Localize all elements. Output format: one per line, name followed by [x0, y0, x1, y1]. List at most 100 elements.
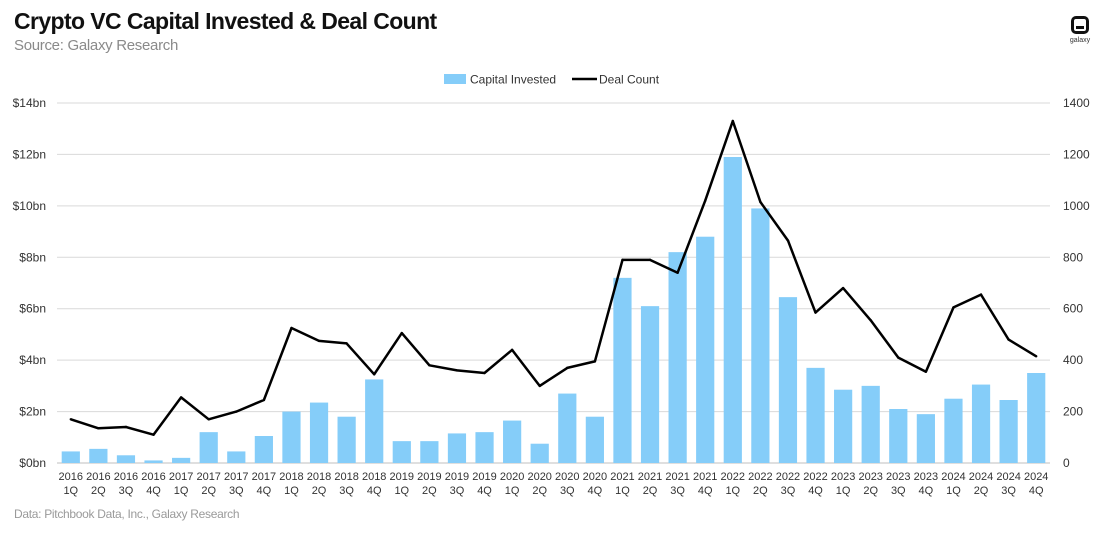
x-tick-quarter: 3Q — [781, 485, 796, 497]
deal-count-point — [317, 339, 321, 343]
x-tick-year: 2017 — [252, 471, 276, 483]
capital-invested-bar — [889, 409, 908, 463]
deal-count-point — [924, 370, 928, 373]
x-tick-year: 2021 — [665, 471, 689, 483]
deal-count-point — [373, 373, 376, 376]
y-right-tick-label: 400 — [1063, 353, 1083, 367]
x-tick-quarter: 3Q — [1001, 485, 1016, 497]
x-tick-quarter: 4Q — [257, 485, 272, 497]
x-tick-year: 2023 — [831, 471, 855, 483]
deal-count-point — [179, 396, 183, 399]
capital-invested-bar — [420, 441, 439, 463]
legend-label-capital-invested: Capital Invested — [470, 73, 556, 87]
x-tick-quarter: 3Q — [670, 485, 685, 497]
deal-count-point — [704, 199, 707, 202]
legend-swatch-capital-invested — [444, 74, 466, 84]
x-tick-quarter: 3Q — [560, 485, 575, 497]
chart-title: Crypto VC Capital Invested & Deal Count — [14, 8, 437, 34]
deal-count-point — [400, 331, 403, 335]
deal-count-point — [593, 360, 597, 363]
deal-count-point — [483, 371, 486, 375]
x-tick-quarter: 4Q — [698, 485, 713, 497]
x-tick-year: 2017 — [196, 471, 220, 483]
x-tick-year: 2023 — [886, 471, 910, 483]
x-tick-year: 2021 — [693, 471, 717, 483]
x-tick-year: 2022 — [748, 471, 772, 483]
y-left-tick-label: $2bn — [19, 405, 46, 419]
x-tick-year: 2020 — [583, 471, 607, 483]
capital-invested-bar — [971, 384, 991, 463]
x-tick-quarter: 1Q — [505, 485, 520, 497]
gridlines — [57, 102, 1050, 464]
capital-invested-bar — [365, 379, 384, 463]
x-tick-quarter: 1Q — [174, 485, 189, 497]
deal-count-point — [979, 293, 983, 296]
legend-label-deal-count: Deal Count — [599, 73, 660, 87]
y-left-tick-label: $6bn — [19, 302, 46, 316]
y-right-tick-label: 200 — [1063, 405, 1083, 419]
x-tick-quarter: 1Q — [836, 485, 851, 497]
x-tick-year: 2019 — [472, 471, 496, 483]
x-tick-quarter: 1Q — [725, 485, 740, 497]
x-tick-quarter: 4Q — [808, 485, 823, 497]
x-tick-quarter: 2Q — [532, 485, 547, 497]
y-left-tick-label: $10bn — [13, 199, 46, 213]
galaxy-logo-icon — [1071, 16, 1089, 34]
x-tick-year: 2020 — [555, 471, 579, 483]
capital-invested-bar — [834, 389, 853, 463]
deal-count-point — [262, 398, 266, 402]
deal-count-point — [235, 410, 238, 413]
capital-invested-bar — [447, 433, 467, 463]
x-tick-quarter: 3Q — [891, 485, 906, 497]
deal-count-point — [124, 425, 128, 429]
deal-count-point — [676, 271, 679, 274]
deal-count-point — [290, 326, 293, 330]
capital-invested-bar — [309, 402, 329, 463]
capital-invested-bar — [806, 367, 825, 463]
y-right-tick-label: 600 — [1063, 302, 1083, 316]
deal-count-point — [345, 342, 348, 345]
x-tick-quarter: 1Q — [63, 485, 78, 497]
deal-count-point — [621, 258, 624, 262]
x-tick-quarter: 2Q — [974, 485, 989, 497]
x-tick-quarter: 2Q — [753, 485, 768, 497]
y-left-tick-label: $12bn — [13, 147, 46, 161]
x-tick-year: 2021 — [638, 471, 662, 483]
deal-count-point — [869, 319, 872, 322]
x-tick-year: 2023 — [914, 471, 938, 483]
x-tick-year: 2024 — [969, 471, 993, 483]
y-left-tick-label: $8bn — [19, 250, 46, 264]
x-tick-quarter: 2Q — [201, 485, 216, 497]
capital-invested-bar — [116, 455, 136, 463]
x-tick-quarter: 2Q — [422, 485, 437, 497]
x-tick-year: 2024 — [941, 471, 965, 483]
deal-count-point — [1035, 355, 1038, 358]
x-tick-quarter: 2Q — [91, 485, 106, 497]
y-left-tick-label: $0bn — [19, 456, 46, 470]
deal-count-point — [731, 119, 734, 123]
x-axis-labels: 2016 1Q 2016 2Q 2016 3Q 2016 4Q 2017 1Q 2017 2Q 2017… — [59, 471, 1049, 497]
capital-invested-bar — [558, 393, 577, 463]
x-tick-year: 2024 — [1024, 471, 1048, 483]
capital-invested-bar — [503, 420, 522, 463]
capital-invested-bar — [530, 443, 549, 463]
capital-invested-bar — [751, 208, 770, 463]
y-left-tick-label: $4bn — [19, 353, 46, 367]
x-tick-year: 2022 — [803, 471, 827, 483]
x-tick-year: 2022 — [721, 471, 745, 483]
y-right-tick-label: 0 — [1063, 456, 1070, 470]
x-tick-quarter: 4Q — [588, 485, 603, 497]
capital-invested-bar — [144, 460, 163, 463]
deal-count-point — [841, 286, 845, 290]
capital-invested-bar — [778, 297, 798, 463]
x-tick-year: 2020 — [500, 471, 524, 483]
x-tick-year: 2016 — [59, 471, 83, 483]
x-tick-quarter: 3Q — [339, 485, 354, 497]
x-tick-quarter: 4Q — [146, 485, 161, 497]
x-tick-year: 2023 — [858, 471, 882, 483]
deal-count-point — [1007, 338, 1010, 341]
x-tick-year: 2019 — [390, 471, 414, 483]
deal-count-point — [69, 418, 72, 421]
x-tick-quarter: 4Q — [367, 485, 382, 497]
